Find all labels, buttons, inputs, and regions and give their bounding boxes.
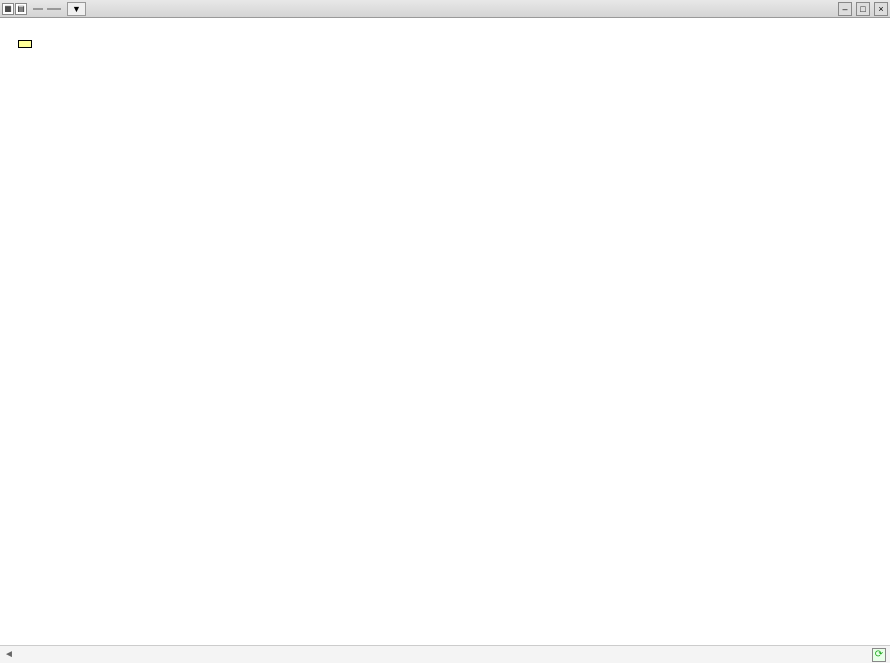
chart-area[interactable] bbox=[0, 18, 890, 645]
minimize-button[interactable]: – bbox=[838, 2, 852, 16]
price-chart-canvas[interactable] bbox=[0, 18, 890, 645]
dropdown-button[interactable]: ▼ bbox=[67, 2, 86, 16]
close-button[interactable]: × bbox=[874, 2, 888, 16]
scroll-left-button[interactable]: ◄ bbox=[4, 649, 14, 660]
app-icon-1[interactable]: ▦ bbox=[2, 3, 14, 15]
titlebar: ▦ ▤ ▼ – □ × bbox=[0, 0, 890, 18]
interval-field[interactable] bbox=[47, 8, 61, 10]
maximize-button[interactable]: □ bbox=[856, 2, 870, 16]
app-icon-2[interactable]: ▤ bbox=[15, 3, 27, 15]
refresh-button[interactable]: ⟳ bbox=[872, 648, 886, 662]
symbol-field[interactable] bbox=[33, 8, 43, 10]
bottombar: ◄ ⟳ bbox=[0, 645, 890, 663]
ohlc-infobox bbox=[18, 40, 32, 48]
